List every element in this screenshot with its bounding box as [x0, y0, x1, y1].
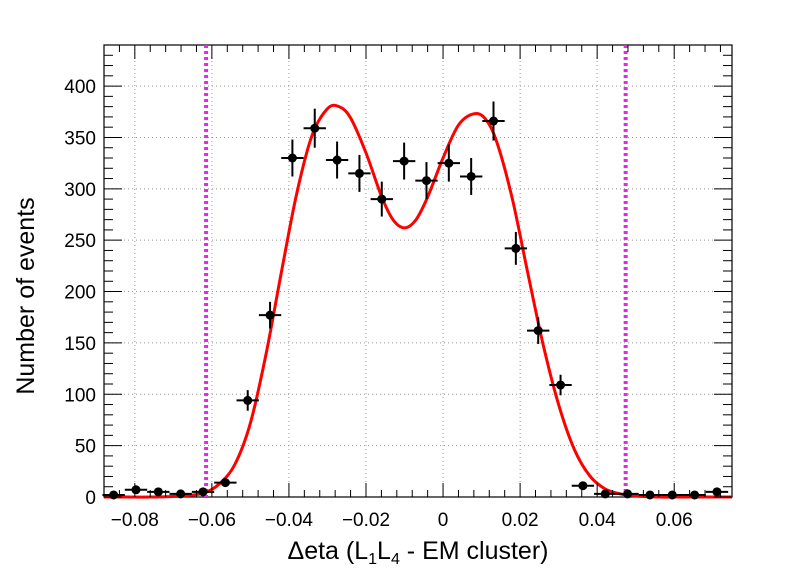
data-point: [258, 301, 282, 329]
x-tick-label: −0.02: [342, 510, 390, 531]
data-point: [303, 108, 326, 148]
point-marker: [489, 116, 499, 126]
point-marker: [399, 156, 409, 166]
data-point: [638, 490, 662, 500]
point-marker: [265, 310, 275, 320]
point-marker: [153, 487, 163, 497]
point-marker: [220, 478, 230, 488]
y-tick-label: 250: [64, 231, 96, 252]
data-point: [437, 144, 460, 182]
x-axis-title: Δeta (L1L4 - EM cluster): [288, 537, 549, 568]
point-marker: [354, 168, 364, 178]
x-tick-label: −0.08: [111, 510, 159, 531]
point-marker: [421, 176, 431, 186]
x-axis-title-mid: L: [377, 537, 391, 565]
point-marker: [578, 481, 588, 491]
x-axis-title-prefix: Δeta (L: [288, 537, 369, 565]
point-marker: [444, 158, 454, 168]
x-axis: −0.08 −0.06 −0.04 −0.02 0 0.02 0.04 0.06: [103, 45, 721, 531]
point-marker: [131, 485, 141, 495]
data-point: [571, 481, 595, 491]
point-marker: [712, 487, 722, 497]
data-point: [683, 490, 706, 500]
x-tick-label: −0.04: [265, 510, 314, 531]
y-tick-label: 100: [64, 385, 96, 406]
point-marker: [109, 490, 119, 500]
point-marker: [667, 490, 677, 500]
x-axis-title-sub2: 4: [391, 551, 400, 568]
x-tick-label: 0: [438, 510, 449, 531]
y-tick-label: 0: [85, 488, 96, 509]
point-marker: [243, 395, 253, 405]
point-marker: [377, 194, 387, 204]
data-point: [459, 158, 483, 195]
plot-frame: [103, 44, 733, 498]
cut-lines: [204, 45, 628, 497]
data-point: [214, 478, 237, 488]
data-point: [191, 487, 215, 497]
x-tick-label: 0.02: [502, 510, 539, 531]
data-point: [482, 101, 505, 141]
fit-curve-group: [103, 103, 733, 499]
data-point: [348, 154, 371, 192]
x-axis-title-sub1: 1: [368, 551, 377, 568]
point-marker: [310, 123, 320, 133]
point-marker: [511, 243, 521, 253]
y-tick-label: 150: [64, 334, 96, 355]
data-point: [549, 374, 572, 396]
data-point: [236, 390, 259, 411]
x-axis-title-suffix: - EM cluster): [400, 537, 549, 565]
grid-lines: [104, 45, 732, 497]
y-axis-title: Number of events: [12, 197, 40, 394]
point-marker: [332, 155, 342, 165]
data-point: [705, 487, 729, 497]
x-tick-label: 0.06: [656, 510, 693, 531]
data-point: [325, 141, 349, 179]
point-marker: [645, 490, 655, 500]
data-point: [504, 231, 528, 265]
data-points: [102, 101, 729, 500]
point-marker: [690, 490, 700, 500]
point-marker: [466, 171, 476, 181]
point-marker: [556, 380, 566, 390]
data-point: [281, 139, 304, 177]
data-point: [370, 181, 393, 217]
y-tick-label: 50: [75, 437, 96, 458]
y-tick-label: 300: [64, 180, 96, 201]
y-tick-label: 400: [64, 77, 96, 98]
data-point: [527, 317, 550, 344]
y-tick-label: 350: [64, 128, 96, 149]
point-marker: [600, 489, 610, 499]
x-tick-label: −0.06: [188, 510, 236, 531]
point-marker: [198, 487, 208, 497]
data-point: [124, 485, 148, 495]
y-tick-label: 200: [64, 283, 96, 304]
fit-curve: [103, 103, 733, 499]
point-marker: [533, 326, 543, 336]
y-axis: 0 50 100 150 200 250 300 350 400: [64, 44, 732, 509]
x-tick-label: 0.04: [579, 510, 616, 531]
data-point: [415, 162, 438, 200]
data-point: [392, 142, 416, 180]
point-marker: [287, 153, 297, 163]
